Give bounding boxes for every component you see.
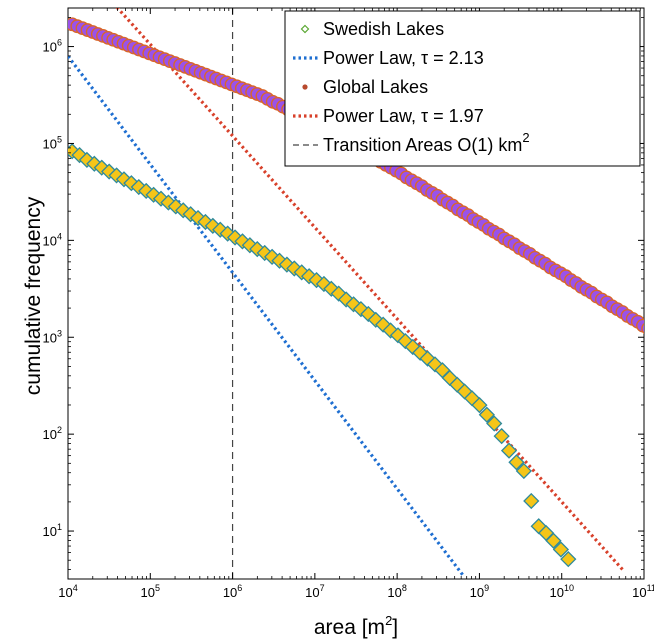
x-tick-label: 108 (387, 583, 406, 600)
legend-swatch-dot (302, 84, 308, 90)
x-tick-label: 109 (470, 583, 489, 600)
legend-entries: Swedish Lakes Power Law, τ = 2.13 Global L… (293, 19, 530, 155)
global-lakes-point (641, 322, 644, 335)
x-tick-label: 1011 (632, 583, 654, 600)
y-tick-label: 104 (43, 231, 62, 248)
swedish-lakes-point (523, 492, 540, 510)
legend-box (284, 10, 641, 167)
swedish-lakes-point (471, 396, 488, 414)
swedish-lakes-point (508, 454, 525, 471)
global-lakes-point (647, 325, 654, 337)
legend-label: Power Law, τ = 2.13 (323, 48, 484, 68)
power-law-fit-line-1 (68, 55, 465, 577)
x-tick-label: 107 (305, 583, 324, 600)
legend-label: Swedish Lakes (323, 19, 444, 39)
fit-layer (68, 8, 624, 577)
y-tick-label: 103 (43, 328, 62, 345)
x-tick-label: 104 (58, 583, 77, 600)
y-tick-label: 106 (43, 38, 62, 55)
swedish-lakes-point (552, 541, 570, 558)
swedish-lakes-point (515, 462, 532, 480)
legend-swatch-diamond (300, 24, 310, 34)
swedish-lakes-point (560, 551, 577, 568)
x-tick-label: 1010 (549, 583, 573, 600)
swedish-lakes-point (197, 213, 214, 231)
y-tick-label: 102 (43, 425, 62, 442)
swedish-lakes-point (160, 194, 177, 211)
swedish-lakes-point (78, 151, 96, 169)
swedish-lakes-point (167, 198, 184, 215)
x-tick-label: 105 (141, 583, 160, 600)
swedish-lakes-point (130, 178, 147, 196)
legend-label: Power Law, τ = 1.97 (323, 106, 484, 126)
swedish-lakes-point (101, 163, 118, 180)
x-axis-label: area [m2] (314, 613, 398, 639)
legend-label: Transition Areas O(1) km2 (323, 130, 530, 155)
swedish-lakes-point (108, 167, 125, 184)
power-law-fit-line-2 (115, 8, 624, 571)
swedish-lakes-point (478, 406, 495, 423)
swedish-lakes-point (545, 532, 562, 549)
y-tick-label: 105 (43, 134, 62, 151)
swedish-lakes-point (226, 229, 244, 246)
y-axis-label: cumulative frequency (22, 196, 45, 395)
swedish-lakes-point (500, 442, 518, 459)
swedish-lakes-series (68, 143, 577, 568)
y-tick-label: 101 (43, 522, 62, 539)
legend: Swedish Lakes Power Law, τ = 2.13 Global L… (284, 10, 641, 167)
swedish-lakes-point (486, 415, 503, 432)
swedish-lakes-point (493, 427, 510, 445)
legend-label: Global Lakes (323, 77, 428, 97)
x-tick-label: 106 (223, 583, 242, 600)
